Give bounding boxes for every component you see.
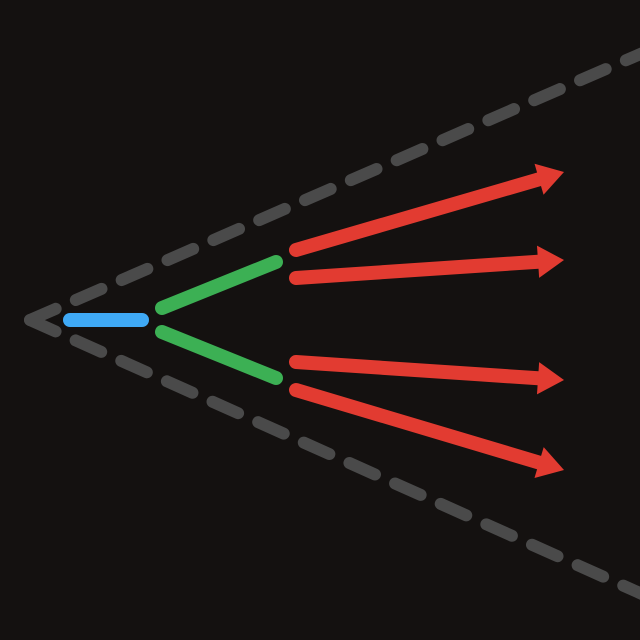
branching-diagram [0, 0, 640, 640]
